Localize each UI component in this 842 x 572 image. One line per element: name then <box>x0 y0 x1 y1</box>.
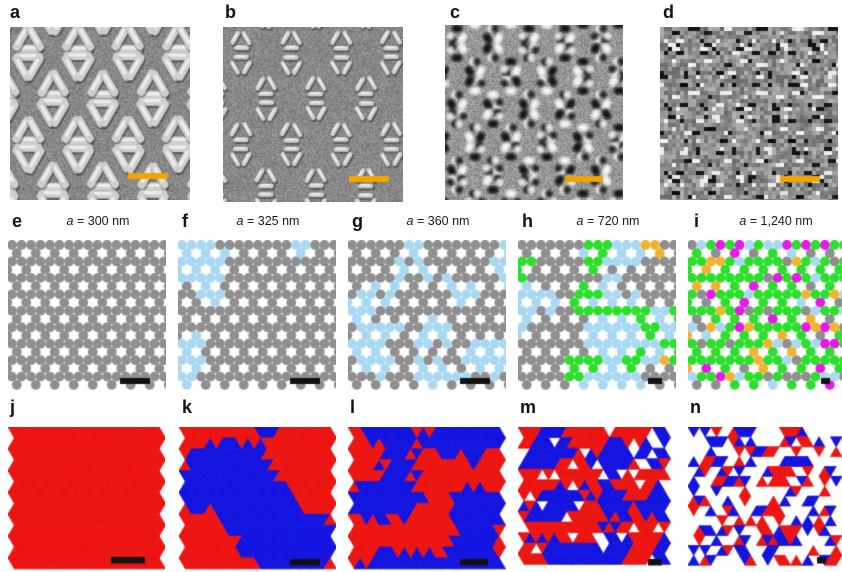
panel-g-image <box>348 240 506 390</box>
panel-f-image <box>178 240 336 390</box>
panel-a-image <box>10 27 190 200</box>
panel-m-image <box>518 427 676 570</box>
panel-e-caption: a = 300 nm <box>66 214 130 228</box>
panel-n-image <box>688 427 842 570</box>
panel-j-image <box>8 427 165 570</box>
panel-l-image <box>348 427 506 570</box>
panel-a-label: a <box>10 2 21 22</box>
panel-i-label: i <box>694 211 700 231</box>
panel-e-label: e <box>12 211 23 231</box>
panel-g-caption: a = 360 nm <box>406 214 470 228</box>
panel-e-image <box>8 240 166 390</box>
panel-j-label: j <box>10 397 16 417</box>
panel-h-image <box>518 240 676 390</box>
panel-l-label: l <box>350 397 356 417</box>
panel-m-label: m <box>520 397 537 417</box>
panel-g-label: g <box>352 211 363 231</box>
panel-c-image <box>445 25 623 200</box>
panel-n-label: n <box>690 397 701 417</box>
panel-f-label: f <box>182 211 188 231</box>
panel-k-image <box>179 427 336 570</box>
panel-h-label: h <box>522 211 533 231</box>
panel-d-image <box>660 27 838 200</box>
panel-f-caption: a = 325 nm <box>236 214 300 228</box>
panel-k-label: k <box>182 397 193 417</box>
panel-i-image <box>688 240 842 390</box>
panel-d-label: d <box>663 2 674 22</box>
panel-c-label: c <box>450 2 461 22</box>
panel-b-label: b <box>225 2 236 22</box>
panel-i-caption: a = 1,240 nm <box>739 214 813 228</box>
panel-h-caption: a = 720 nm <box>576 214 640 228</box>
panel-b-image <box>223 27 403 202</box>
